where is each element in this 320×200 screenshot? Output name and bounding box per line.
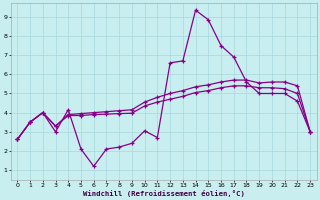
X-axis label: Windchill (Refroidissement éolien,°C): Windchill (Refroidissement éolien,°C) xyxy=(83,190,245,197)
